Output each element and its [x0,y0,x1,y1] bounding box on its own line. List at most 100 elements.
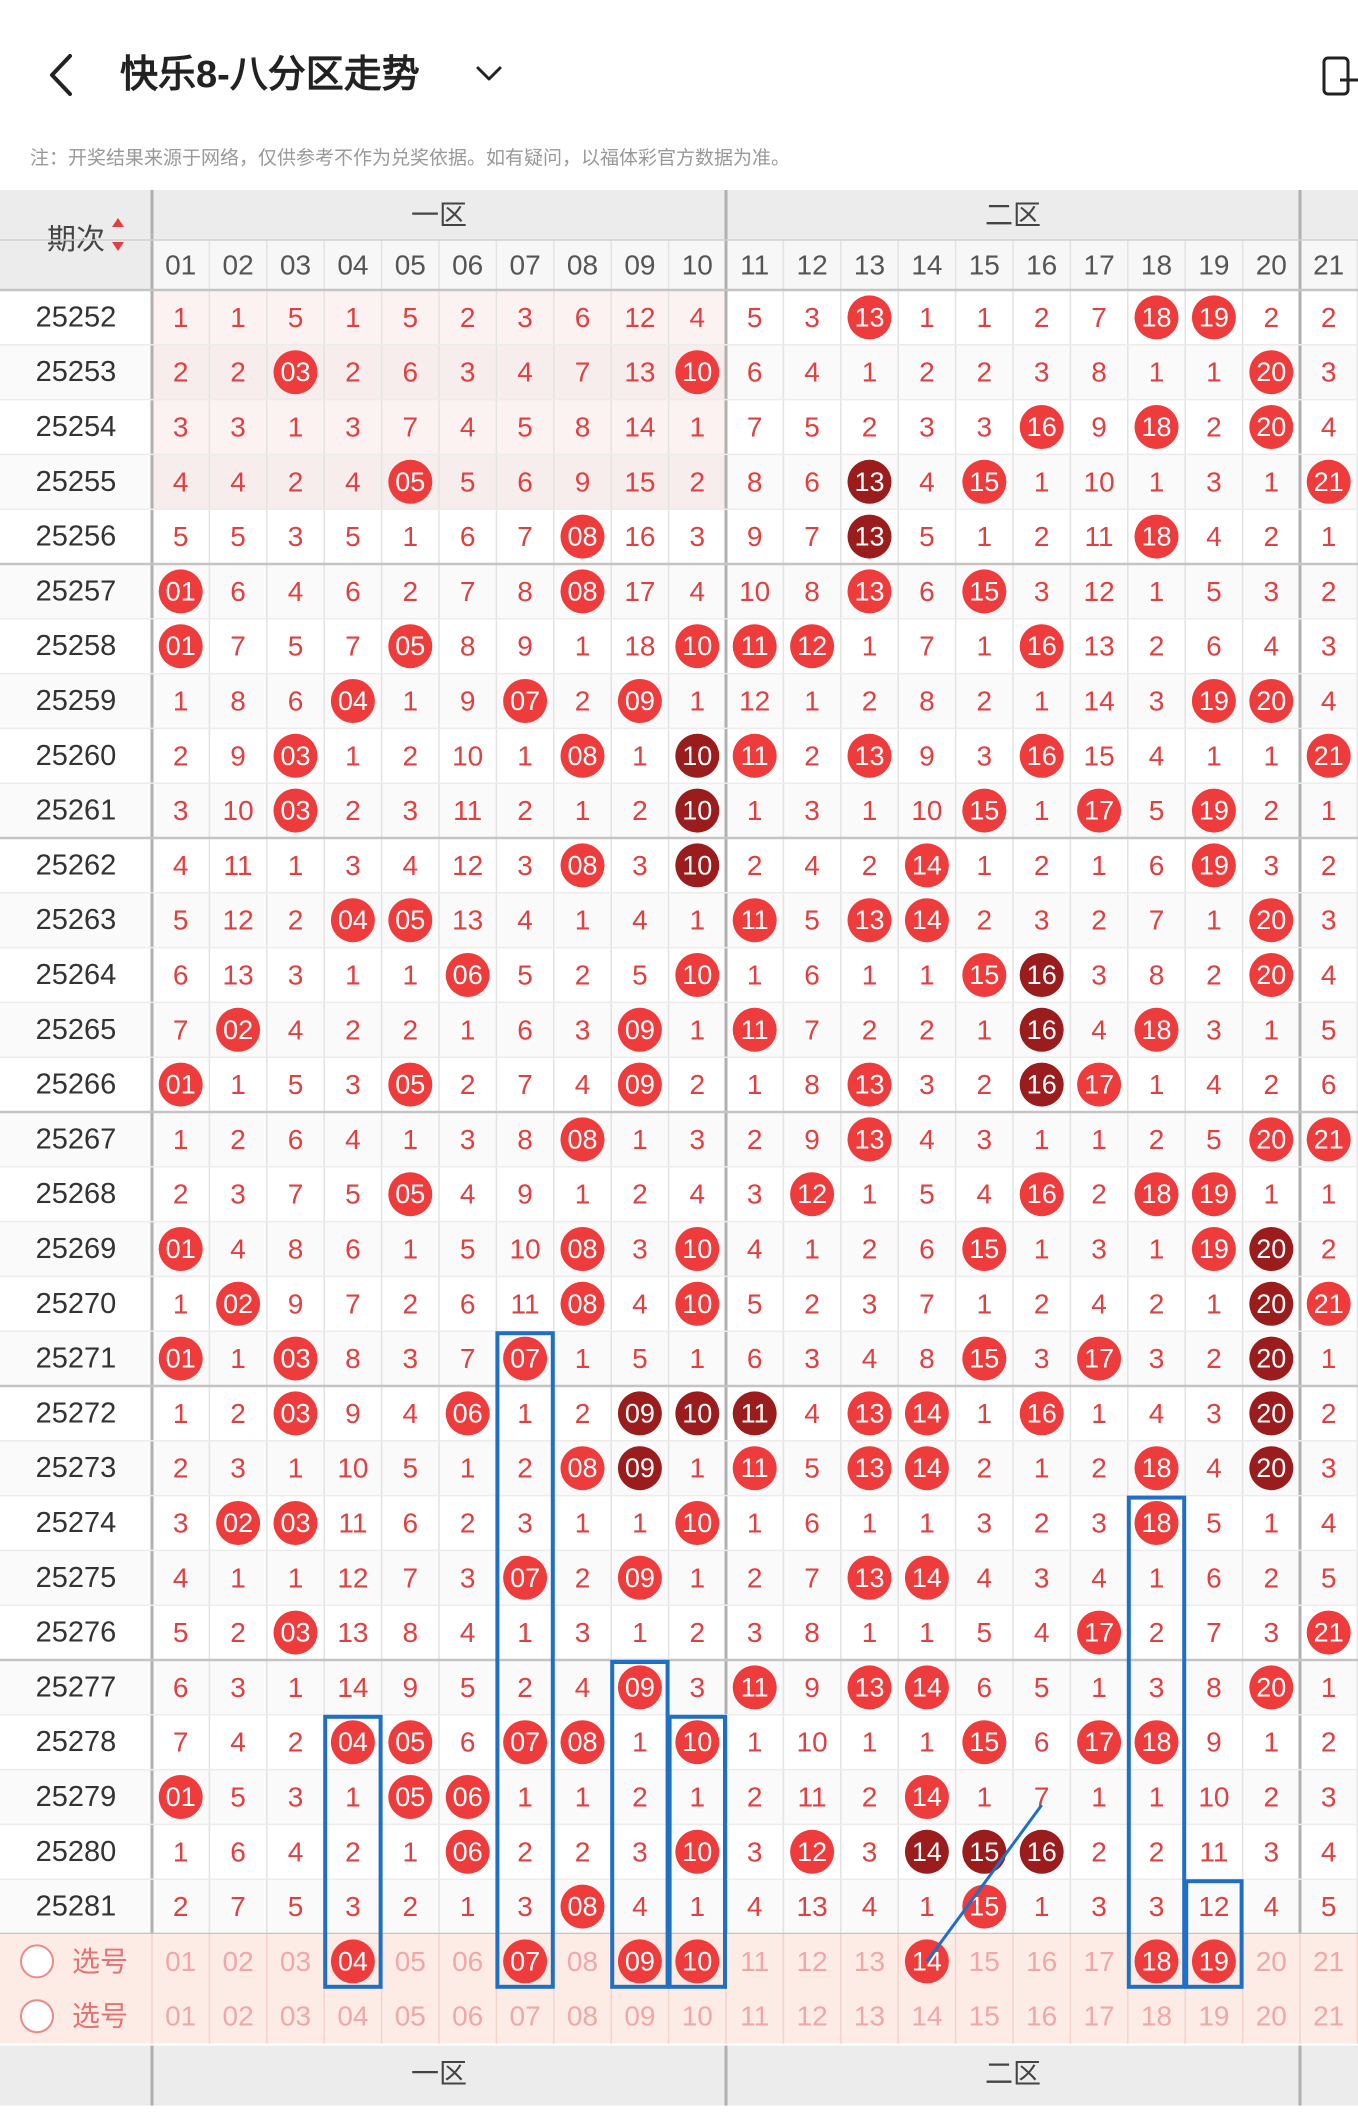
drawn-number: 03 [280,1398,310,1428]
drawn-number-ball [790,1829,835,1874]
omission-value: 10 [1084,466,1115,497]
chevron-down-icon[interactable] [474,58,504,88]
omission-value: 4 [747,1891,763,1922]
select-number[interactable]: 08 [567,1946,598,1977]
selected-number-ball[interactable] [330,1939,375,1984]
omission-value: 2 [1149,1617,1165,1648]
selected-number[interactable]: 18 [1141,1946,1171,1976]
select-number[interactable]: 08 [567,2001,598,2032]
select-number[interactable]: 01 [165,2001,196,2032]
select-radio-icon[interactable] [20,1999,54,2034]
select-number[interactable]: 21 [1313,2001,1344,2032]
select-number[interactable]: 12 [797,1946,828,1977]
select-number[interactable]: 05 [395,2001,426,2032]
select-number[interactable]: 20 [1256,2001,1287,2032]
select-number[interactable]: 11 [740,2001,769,2032]
omission-value: 5 [1034,1672,1050,1703]
select-number[interactable]: 16 [1026,1946,1057,1977]
select-number[interactable]: 04 [337,2001,368,2032]
selected-number[interactable]: 07 [510,1946,540,1976]
select-number[interactable]: 16 [1026,2001,1057,2032]
select-number[interactable]: 02 [223,2001,254,2032]
selected-number[interactable]: 09 [625,1946,655,1976]
omission-value: 2 [1206,1343,1222,1374]
selected-number-ball[interactable] [1191,1939,1236,1984]
omission-value: 2 [173,1453,189,1484]
omission-value: 13 [797,1891,828,1922]
footer-zone-label: 二区 [985,2058,1041,2089]
select-number[interactable]: 21 [1313,1946,1344,1977]
drawn-number: 16 [1027,741,1057,771]
omission-value: 2 [1091,905,1107,936]
sort-up-icon[interactable] [112,218,124,227]
omission-value: 5 [460,1234,476,1265]
select-number[interactable]: 13 [854,1946,885,1977]
omission-value: 3 [517,1891,533,1922]
select-number[interactable]: 06 [452,2001,483,2032]
drawn-number-ball [1019,1007,1064,1052]
select-number[interactable]: 15 [969,1946,1000,1977]
drawn-number-ball [330,679,375,723]
omission-value: 2 [1034,302,1050,333]
omission-value: 6 [403,1508,419,1539]
select-number[interactable]: 03 [280,2001,311,2032]
select-number[interactable]: 19 [1198,2001,1229,2032]
select-number[interactable]: 17 [1084,2001,1115,2032]
column-number: 20 [1256,250,1287,281]
sort-down-icon[interactable] [112,242,124,251]
select-number[interactable]: 20 [1256,1946,1287,1977]
select-number[interactable]: 06 [452,1946,483,1977]
drawn-number-ball [273,788,318,833]
select-number[interactable]: 10 [682,2001,713,2032]
selected-number[interactable]: 10 [682,1946,712,1976]
select-radio-icon[interactable] [20,1944,54,1979]
selected-number[interactable]: 04 [338,1946,368,1976]
select-row-label[interactable]: 选号 [72,1946,128,1977]
drawn-number-ball [1019,1172,1064,1217]
omission-value: 4 [575,1069,591,1100]
select-number[interactable]: 05 [395,1946,426,1977]
drawn-number-ball [1019,1829,1064,1874]
chevron-left-icon[interactable] [42,50,82,100]
select-number[interactable]: 03 [280,1946,311,1977]
select-row-label[interactable]: 选号 [72,2001,128,2032]
omission-value: 1 [575,1179,591,1210]
select-number[interactable]: 17 [1084,1946,1115,1977]
select-number[interactable]: 14 [911,2001,942,2032]
omission-value: 7 [804,521,820,552]
device-icon[interactable] [1318,54,1358,100]
drawn-number: 03 [280,1618,310,1648]
omission-value: 8 [517,1124,533,1155]
select-number[interactable]: 09 [624,2001,655,2032]
drawn-number: 03 [280,357,310,387]
drawn-number-ball [1306,459,1351,504]
omission-value: 1 [690,686,706,717]
drawn-number-ball [1077,1062,1122,1107]
omission-value: 4 [690,576,706,607]
select-number[interactable]: 12 [797,2001,828,2032]
selected-number-ball[interactable] [675,1939,720,1984]
omission-value: 12 [1084,576,1115,607]
selected-number[interactable]: 19 [1199,1946,1229,1976]
select-number[interactable]: 11 [740,1946,769,1977]
selected-number-ball[interactable] [617,1939,662,1984]
omission-value: 12 [223,905,254,936]
select-number[interactable]: 01 [165,1946,196,1977]
drawn-number-ball [675,624,720,669]
select-number[interactable]: 02 [223,1946,254,1977]
select-number[interactable]: 18 [1141,2001,1172,2032]
omission-value: 7 [747,412,763,443]
drawn-number: 14 [912,1672,942,1702]
select-number[interactable]: 13 [854,2001,885,2032]
select-number[interactable]: 15 [969,2001,1000,2032]
drawn-number-ball [560,1720,605,1765]
omission-value: 3 [919,1069,935,1100]
drawn-number: 08 [567,741,597,771]
drawn-number: 07 [510,686,540,716]
selected-number-ball[interactable] [503,1939,548,1984]
omission-value: 4 [747,1234,763,1265]
selected-number-ball[interactable] [1134,1939,1179,1984]
omission-value: 5 [632,960,648,991]
omission-value: 5 [919,521,935,552]
select-number[interactable]: 07 [510,2001,541,2032]
